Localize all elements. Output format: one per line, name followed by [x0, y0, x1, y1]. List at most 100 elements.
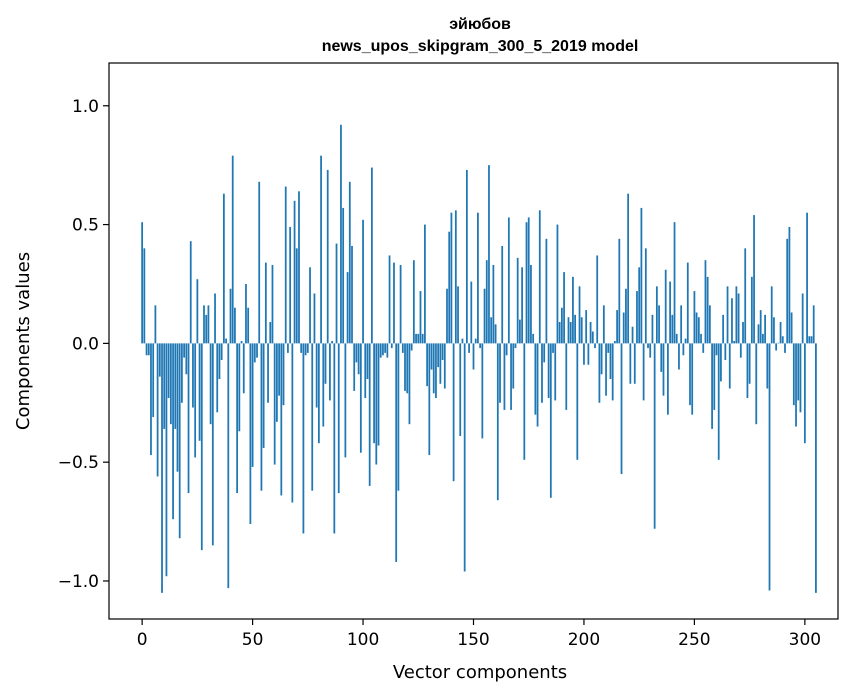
bar-component-169: [514, 343, 517, 349]
bar-component-63: [280, 343, 283, 496]
bar-series: [141, 124, 817, 593]
bar-component-202: [587, 343, 590, 365]
bar-component-250: [693, 291, 696, 344]
bar-component-18: [181, 343, 183, 403]
bar-component-72: [300, 343, 303, 353]
bar-component-60: [273, 343, 276, 465]
bar-component-213: [611, 343, 614, 401]
bar-component-91: [342, 207, 345, 344]
bar-component-194: [569, 321, 572, 344]
bar-component-3: [147, 343, 150, 356]
bar-component-284: [768, 343, 771, 591]
bar-component-256: [706, 276, 709, 344]
bar-component-55: [262, 343, 265, 448]
bar-component-111: [386, 343, 389, 358]
bar-component-8: [158, 343, 161, 377]
bar-component-54: [260, 343, 263, 491]
bar-component-121: [408, 343, 411, 425]
bar-component-152: [477, 212, 479, 344]
bar-component-22: [189, 241, 192, 344]
x-tick-label-300: 300: [789, 630, 821, 650]
bar-component-104: [371, 167, 373, 344]
bar-component-181: [541, 343, 543, 403]
bar-component-263: [722, 314, 725, 344]
bar-component-170: [516, 257, 519, 344]
bar-component-130: [428, 343, 431, 456]
bar-component-233: [655, 286, 658, 344]
bar-component-231: [651, 314, 654, 344]
bar-component-29: [205, 314, 208, 344]
bar-component-289: [779, 321, 782, 344]
x-tick-label-0: 0: [137, 630, 148, 650]
bar-component-205: [594, 343, 596, 349]
x-tick-label-100: 100: [347, 630, 379, 650]
bar-component-162: [499, 343, 501, 403]
bar-component-167: [510, 343, 512, 410]
bar-component-65: [284, 186, 287, 344]
bar-component-292: [786, 238, 789, 344]
bar-component-257: [708, 305, 711, 344]
bar-component-132: [432, 343, 435, 394]
bar-component-178: [534, 343, 537, 415]
bar-component-89: [337, 343, 340, 494]
bar-component-236: [662, 343, 665, 396]
bar-component-2: [145, 343, 148, 356]
bar-component-282: [764, 314, 766, 344]
bar-component-207: [598, 343, 601, 403]
bar-component-301: [806, 212, 808, 344]
bar-component-193: [567, 317, 570, 344]
bar-component-190: [560, 307, 563, 344]
bar-component-165: [505, 343, 508, 356]
x-axis-label: Vector components: [393, 662, 567, 683]
bar-component-141: [452, 343, 455, 482]
bar-component-10: [163, 343, 166, 429]
bar-component-275: [748, 343, 751, 384]
bar-component-114: [393, 262, 395, 344]
bar-component-109: [382, 343, 384, 356]
bar-component-97: [355, 343, 358, 363]
bar-component-20: [185, 343, 188, 375]
bar-component-171: [519, 319, 521, 344]
bar-component-271: [739, 343, 742, 358]
bar-component-66: [287, 343, 289, 353]
bar-component-4: [150, 343, 152, 456]
bar-component-46: [242, 343, 245, 394]
y-tick-label-1: −0.5: [58, 453, 99, 473]
bar-component-253: [700, 333, 702, 344]
bar-component-164: [503, 343, 506, 410]
bar-component-131: [430, 343, 433, 370]
bar-component-206: [596, 255, 599, 344]
bar-component-123: [412, 260, 415, 344]
bar-component-147: [465, 169, 468, 344]
bar-component-7: [156, 343, 159, 477]
bar-component-124: [415, 333, 417, 344]
bar-component-94: [348, 181, 351, 344]
bar-component-172: [521, 267, 523, 344]
bar-component-90: [340, 124, 342, 344]
bar-component-197: [576, 343, 579, 460]
bar-component-36: [220, 343, 223, 361]
bar-component-40: [229, 288, 232, 344]
bar-component-303: [810, 336, 813, 344]
bar-component-157: [488, 165, 490, 344]
bar-component-209: [602, 305, 605, 344]
bar-component-224: [636, 291, 638, 344]
bar-component-279: [757, 324, 760, 344]
bar-component-200: [583, 343, 585, 365]
bar-component-113: [390, 343, 393, 349]
bar-component-58: [269, 321, 272, 344]
bar-component-240: [671, 314, 674, 344]
bar-component-86: [331, 341, 333, 344]
bar-component-252: [697, 317, 700, 344]
bar-component-35: [218, 343, 221, 380]
bar-component-106: [375, 343, 378, 465]
bar-component-77: [311, 343, 314, 491]
bar-component-43: [236, 343, 239, 494]
bar-component-33: [214, 293, 216, 344]
bar-component-191: [563, 272, 565, 344]
bar-component-143: [457, 286, 459, 344]
bar-component-254: [702, 343, 705, 353]
bar-component-218: [622, 312, 625, 344]
bar-component-100: [362, 219, 364, 344]
